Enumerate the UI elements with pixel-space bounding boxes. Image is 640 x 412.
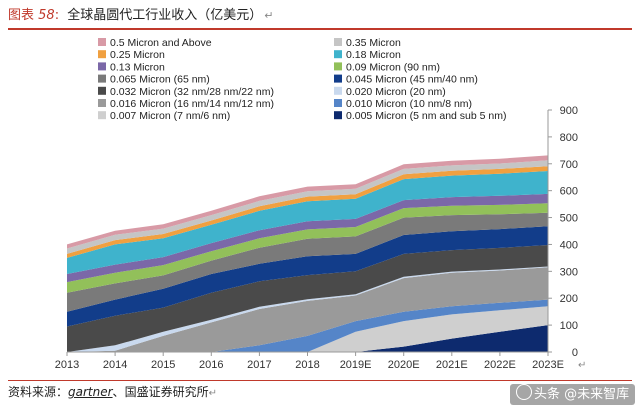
legend-swatch [98,111,106,120]
source-footer: 资料来源：gartner、国盛证券研究所↵ [8,380,632,403]
x-tick-label: 2021E [436,359,468,371]
figure-label: 图表 58: [8,8,60,23]
figure-number: 58 [38,8,55,23]
legend-label: 0.09 Micron (90 nm) [346,61,440,73]
x-tick-label: 2015 [151,359,175,371]
area-series-0 [67,325,548,352]
axis-paragraph-mark: ↵ [578,360,586,371]
legend-label: 0.032 Micron (32 nm/28 nm/22 nm) [110,86,274,98]
legend-swatch [98,62,106,71]
legend-swatch [98,74,106,83]
source-sep: 、 [112,385,125,399]
legend-swatch [334,74,342,83]
figure-colon: : [54,8,60,23]
watermark-text: 头条 @未来智库 [534,387,630,402]
area-series-8 [67,203,548,293]
legend-label: 0.005 Micron (5 nm and sub 5 nm) [346,110,507,122]
y-tick-label: 200 [560,293,578,305]
area-series-3 [67,267,548,352]
y-tick-label: 600 [560,186,578,198]
source-prefix: 资料来源： [8,385,69,399]
area-series-9 [67,193,548,283]
x-tick-label: 2020E [388,359,420,371]
area-series-1 [67,306,548,352]
y-tick-label: 900 [560,105,578,117]
legend-swatch [334,86,342,95]
x-tick-label: 2013 [55,359,79,371]
area-series-7 [67,212,548,312]
x-tick-label: 2018 [295,359,319,371]
y-axis: 0 100 200 300 400 500 600 700 800 900 [547,105,578,359]
x-axis: 2013 2014 2015 2016 2017 2018 2019E 2020E 2021E 2… [55,351,586,371]
legend-swatch [334,99,342,107]
x-tick-label: 2014 [103,359,127,371]
y-tick-label: 0 [572,347,578,359]
area-series-2 [67,299,548,352]
legend-swatch [334,50,342,59]
y-tick-label: 700 [560,159,578,171]
legend-swatch [98,50,106,59]
paragraph-mark: ↵ [264,9,274,22]
source-guosheng: 国盛证券研究所 [124,385,209,399]
legend-swatch [98,99,106,107]
legend-label: 0.020 Micron (20 nm) [346,86,446,98]
x-tick-label: 2016 [199,359,223,371]
watermark: 头条 @未来智库 [510,384,636,405]
legend-swatch [334,38,342,46]
x-tick-label: 2019E [340,359,372,371]
legend-label: 0.13 Micron [110,61,165,73]
area-series-group [67,155,548,352]
legend-label: 0.016 Micron (16 nm/14 nm/12 nm) [110,98,274,110]
legend-swatch [98,38,106,46]
legend-label: 0.5 Micron and Above [110,37,212,49]
legend: 0.5 Micron and Above 0.35 Micron 0.25 Micr… [98,37,507,122]
legend-swatch [334,111,342,120]
area-series-10 [67,171,548,274]
x-tick-label: 2023E [532,359,564,371]
y-tick-label: 800 [560,132,578,144]
legend-label: 0.045 Micron (45 nm/40 nm) [346,74,478,86]
figure-header: 图表 58: 全球晶圆代工行业收入（亿美元） ↵ [8,4,632,30]
legend-label: 0.18 Micron [346,49,401,61]
y-tick-label: 300 [560,266,578,278]
legend-swatch [334,62,342,71]
source-gartner: gartner [68,385,113,399]
chart-title: 全球晶圆代工行业收入（亿美元） [67,8,263,23]
x-tick-label: 2017 [247,359,271,371]
stacked-area-chart: 0.5 Micron and Above 0.35 Micron 0.25 Micr… [55,37,587,371]
footer-paragraph-mark: ↵ [208,388,217,399]
area-series-6 [67,226,548,327]
area-series-5 [67,245,548,352]
legend-label: 0.010 Micron (10 nm/8 nm) [346,98,472,110]
y-tick-label: 100 [560,320,578,332]
legend-label: 0.007 Micron (7 nm/6 nm) [110,110,230,122]
y-tick-label: 400 [560,239,578,251]
legend-label: 0.25 Micron [110,49,165,61]
y-tick-label: 500 [560,213,578,225]
legend-swatch [98,86,106,95]
legend-label: 0.35 Micron [346,37,401,49]
x-tick-label: 2022E [484,359,516,371]
legend-label: 0.065 Micron (65 nm) [110,74,210,86]
watermark-icon [516,384,532,400]
